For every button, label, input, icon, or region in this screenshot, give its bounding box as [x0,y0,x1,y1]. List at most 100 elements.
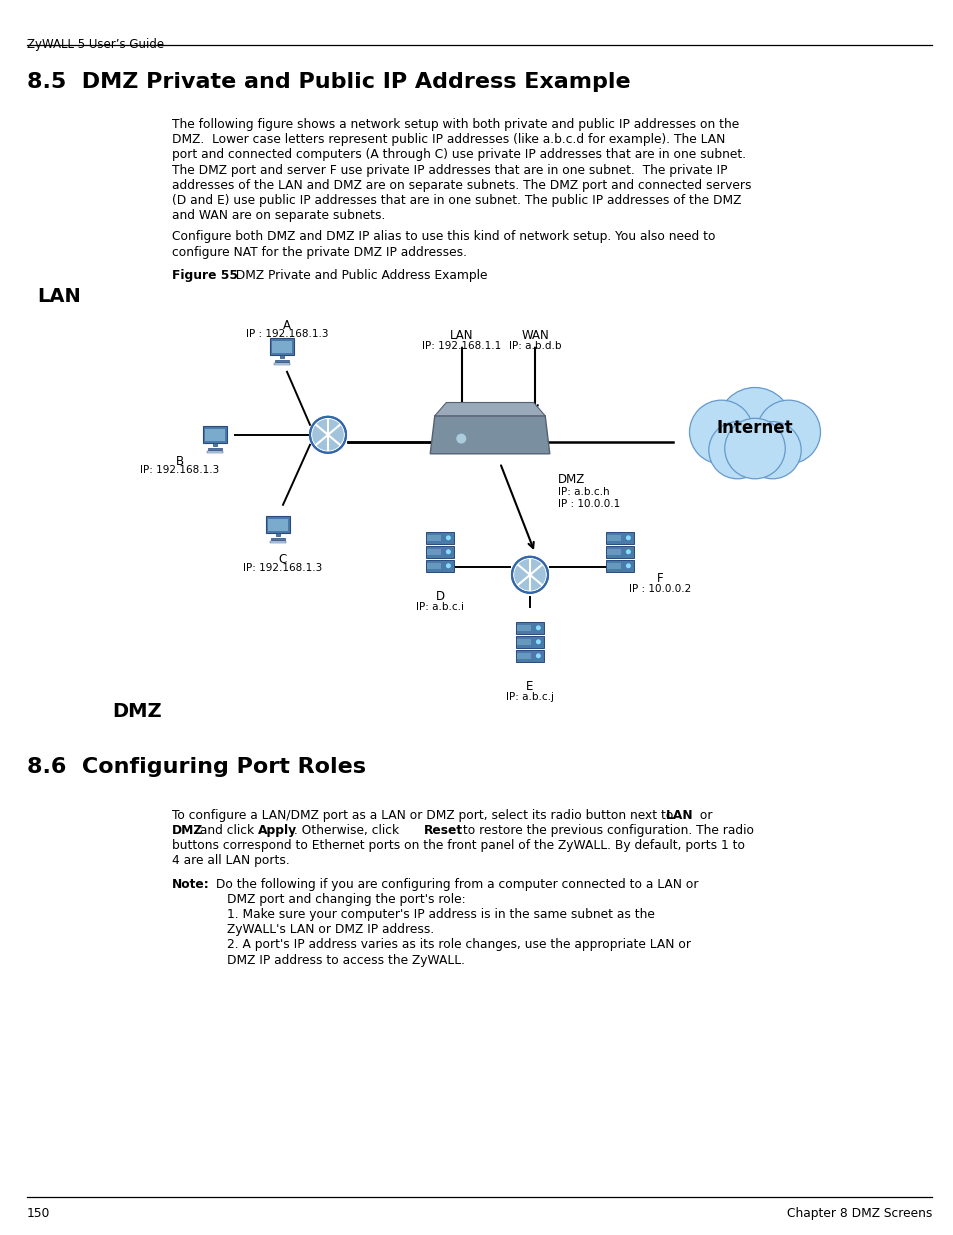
Text: buttons correspond to Ethernet ports on the front panel of the ZyWALL. By defaul: buttons correspond to Ethernet ports on … [172,840,744,852]
Text: LAN: LAN [665,809,693,821]
Text: DMZ.  Lower case letters represent public IP addresses (like a.b.c.d for example: DMZ. Lower case letters represent public… [172,133,724,146]
Circle shape [724,419,784,479]
Bar [607,535,620,541]
Text: Configure both DMZ and DMZ IP alias to use this kind of network setup. You also : Configure both DMZ and DMZ IP alias to u… [172,231,715,243]
Circle shape [514,559,545,590]
Bar [607,548,620,555]
Bar [205,429,225,441]
Bar [517,653,531,658]
Polygon shape [435,403,544,416]
Bar [607,563,620,569]
Text: IP: 192.168.1.3: IP: 192.168.1.3 [140,464,219,474]
Bar [605,559,634,572]
Bar [517,625,531,631]
Text: C: C [278,553,287,566]
Bar [274,363,290,364]
Bar [213,442,217,446]
Text: IP: 192.168.1.3: IP: 192.168.1.3 [243,563,322,573]
Bar [208,448,222,450]
Circle shape [708,421,765,479]
Text: Apply: Apply [257,824,296,837]
Text: D: D [435,590,444,603]
Circle shape [625,563,630,568]
Text: and click: and click [195,824,257,837]
Bar [427,548,441,555]
Text: IP: a.b.c.h: IP: a.b.c.h [558,487,609,496]
Text: DMZ: DMZ [558,473,584,485]
Bar [517,638,531,645]
Text: or: or [696,809,712,821]
Bar [268,519,288,531]
Circle shape [625,535,630,540]
Circle shape [536,625,540,630]
Text: LAN: LAN [37,287,81,306]
Text: The DMZ port and server F use private IP addresses that are in one subnet.  The : The DMZ port and server F use private IP… [172,163,727,177]
Text: DMZ IP address to access the ZyWALL.: DMZ IP address to access the ZyWALL. [227,953,464,967]
Circle shape [717,388,792,462]
Circle shape [743,421,801,479]
Bar [426,532,454,543]
Circle shape [445,550,451,555]
Text: DMZ: DMZ [172,824,203,837]
Bar [203,426,227,443]
Text: 8.6  Configuring Port Roles: 8.6 Configuring Port Roles [27,757,366,777]
Text: LAN: LAN [450,329,474,342]
Bar [516,621,543,634]
Bar [207,451,223,453]
Text: B: B [175,454,184,468]
Text: The following figure shows a network setup with both private and public IP addre: The following figure shows a network set… [172,119,739,131]
Text: configure NAT for the private DMZ IP addresses.: configure NAT for the private DMZ IP add… [172,246,467,258]
Text: DMZ port and changing the port's role:: DMZ port and changing the port's role: [227,893,465,905]
Circle shape [756,400,820,464]
Text: E: E [526,679,533,693]
Text: IP : 10.0.0.2: IP : 10.0.0.2 [628,584,690,594]
Bar [274,359,289,362]
Text: (D and E) use public IP addresses that are in one subnet. The public IP addresse: (D and E) use public IP addresses that a… [172,194,740,207]
Text: F: F [656,572,662,585]
Text: addresses of the LAN and DMZ are on separate subnets. The DMZ port and connected: addresses of the LAN and DMZ are on sepa… [172,179,751,191]
Text: 150: 150 [27,1207,51,1220]
Bar [275,532,280,536]
Circle shape [625,550,630,555]
Text: to restore the previous configuration. The radio: to restore the previous configuration. T… [458,824,753,837]
Circle shape [445,535,451,540]
Text: Internet: Internet [716,419,793,437]
Text: WAN: WAN [520,329,548,342]
Text: 1. Make sure your computer's IP address is in the same subnet as the: 1. Make sure your computer's IP address … [227,908,654,921]
Text: Reset: Reset [423,824,462,837]
Bar [270,541,286,543]
Circle shape [456,433,466,443]
Text: IP : 192.168.1.3: IP : 192.168.1.3 [246,329,328,338]
Circle shape [512,557,547,593]
Circle shape [312,419,343,451]
Text: 8.5  DMZ Private and Public IP Address Example: 8.5 DMZ Private and Public IP Address Ex… [27,72,630,91]
Bar [427,535,441,541]
Text: and WAN are on separate subnets.: and WAN are on separate subnets. [172,209,385,222]
Bar [516,650,543,662]
Circle shape [536,640,540,645]
Bar [270,338,294,356]
Bar [272,341,292,353]
Text: IP: a.b.c.j: IP: a.b.c.j [505,692,554,701]
Text: To configure a LAN/DMZ port as a LAN or DMZ port, select its radio button next t: To configure a LAN/DMZ port as a LAN or … [172,809,677,821]
Text: Chapter 8 DMZ Screens: Chapter 8 DMZ Screens [786,1207,931,1220]
Text: . Otherwise, click: . Otherwise, click [294,824,402,837]
Text: Do the following if you are configuring from a computer connected to a LAN or: Do the following if you are configuring … [212,878,698,890]
Bar [516,636,543,648]
Polygon shape [430,416,549,453]
Bar [427,563,441,569]
Bar [605,546,634,558]
Text: DMZ Private and Public Address Example: DMZ Private and Public Address Example [228,269,487,282]
Circle shape [536,653,540,658]
Bar [426,559,454,572]
Text: IP: a.b.d.b: IP: a.b.d.b [508,341,560,351]
Text: 2. A port's IP address varies as its role changes, use the appropriate LAN or: 2. A port's IP address varies as its rol… [227,939,690,951]
Text: IP : 10.0.0.1: IP : 10.0.0.1 [558,499,619,509]
Bar [271,538,285,540]
Circle shape [689,400,753,464]
Bar [605,532,634,543]
Circle shape [445,563,451,568]
Circle shape [310,416,346,453]
Text: Figure 55: Figure 55 [172,269,237,282]
Text: DMZ: DMZ [112,701,161,721]
